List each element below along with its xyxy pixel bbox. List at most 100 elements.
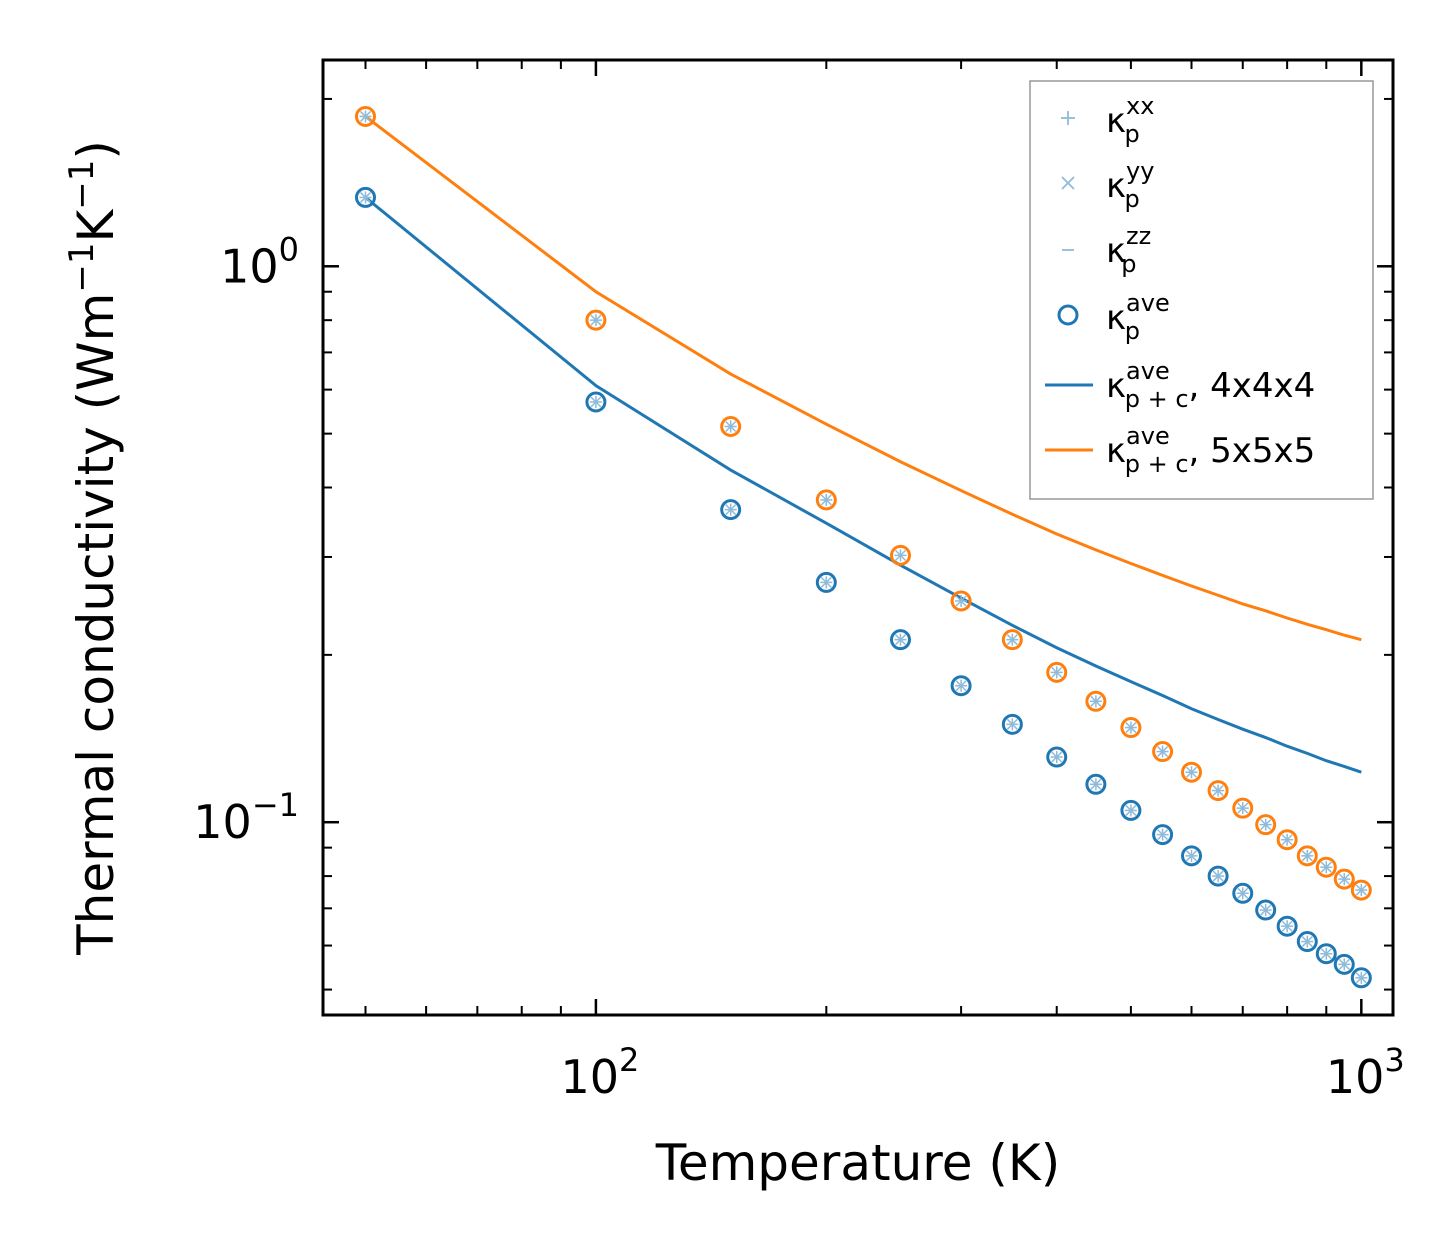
kappa-yy-marker bbox=[1051, 666, 1063, 678]
kappa-yy-marker bbox=[1355, 884, 1367, 896]
kappa-yy-marker bbox=[1185, 850, 1198, 862]
kappa-yy-marker bbox=[894, 549, 907, 561]
data-point bbox=[889, 629, 911, 651]
kappa-yy-marker bbox=[1320, 861, 1332, 873]
kappa-yy-marker bbox=[1185, 766, 1198, 778]
kappa-ave-marker bbox=[815, 571, 837, 593]
kappa-yy-marker bbox=[1260, 819, 1272, 831]
data-point bbox=[1276, 915, 1298, 937]
kappa-yy-marker bbox=[1090, 695, 1102, 707]
kappa-yy-marker bbox=[1157, 746, 1169, 758]
kappa-ave-marker bbox=[889, 544, 911, 566]
legend-label: κyy p bbox=[1106, 157, 1154, 213]
kappa-yy-marker bbox=[1006, 718, 1018, 730]
kappa-yy-marker bbox=[820, 494, 832, 506]
data-point bbox=[1152, 741, 1174, 763]
kappa-ave-marker bbox=[889, 629, 911, 651]
legend-entry: κzz p bbox=[1062, 222, 1151, 278]
kappa-yy-marker bbox=[1301, 850, 1313, 862]
kappa-yy-marker bbox=[1320, 948, 1332, 960]
data-point bbox=[1315, 856, 1337, 878]
data-point bbox=[1333, 868, 1355, 890]
data-point bbox=[354, 186, 376, 208]
kappa-ave-marker bbox=[1181, 845, 1203, 867]
kappa-yy-marker bbox=[725, 420, 737, 433]
kappa-yy-marker bbox=[1157, 829, 1169, 841]
data-point bbox=[1333, 953, 1355, 975]
kappa-ave-marker bbox=[1333, 953, 1355, 975]
legend-label: κave p bbox=[1106, 289, 1170, 345]
major-ticks bbox=[323, 60, 1393, 1015]
legend-label: κxx p bbox=[1106, 92, 1154, 148]
data-point bbox=[1046, 746, 1068, 768]
kappa-ave-marker bbox=[720, 415, 742, 437]
data-point bbox=[815, 571, 837, 593]
kappa-yy-marker bbox=[1260, 904, 1272, 916]
plot-frame bbox=[321, 58, 1395, 1017]
y-tick-label: 10−1 bbox=[193, 786, 299, 849]
kappa-ave-marker bbox=[354, 105, 376, 127]
kappa-yy-marker bbox=[894, 634, 907, 646]
kappa-ave-marker bbox=[1296, 845, 1318, 867]
kappa-ave-marker bbox=[1001, 713, 1023, 735]
x-axis-label: Temperature (K) bbox=[655, 1134, 1060, 1192]
kappa-yy-marker bbox=[1212, 785, 1224, 797]
data-point bbox=[1181, 761, 1203, 783]
kappa-yy-marker bbox=[590, 314, 602, 326]
data-point bbox=[950, 675, 972, 697]
data-point bbox=[1120, 799, 1142, 821]
kappa-yy-marker bbox=[1237, 887, 1249, 899]
data-point bbox=[720, 415, 742, 437]
kappa-ave-marker bbox=[1232, 882, 1254, 904]
data-point bbox=[1181, 845, 1203, 867]
kappa-yy-marker bbox=[1301, 936, 1313, 948]
kappa-ave-marker bbox=[1152, 741, 1174, 763]
kappa-yy-marker bbox=[359, 191, 372, 203]
data-point bbox=[1120, 717, 1142, 739]
kappa-ave-marker bbox=[1120, 799, 1142, 821]
kappa-ave-marker bbox=[1350, 879, 1372, 901]
data-point bbox=[1232, 797, 1254, 819]
legend-entry: κxx p bbox=[1061, 92, 1154, 148]
kappa-ave-marker bbox=[354, 186, 376, 208]
data-point bbox=[950, 590, 972, 612]
data-point bbox=[1085, 690, 1107, 712]
kappa-ave-marker bbox=[1315, 943, 1337, 965]
legend: κxx p κyy p κzz p κave p κave p + c, 4x4x4 κave p +… bbox=[1029, 80, 1374, 500]
kappa-ave-marker bbox=[1046, 746, 1068, 768]
kappa-ave-marker bbox=[1276, 915, 1298, 937]
data-point bbox=[1085, 773, 1107, 795]
data-point bbox=[1315, 943, 1337, 965]
x-tick-label: 102 bbox=[560, 1041, 639, 1104]
legend-entry: κave p + c, 4x4x4 bbox=[1045, 357, 1315, 413]
data-point bbox=[1350, 879, 1372, 901]
kappa-yy-marker bbox=[820, 576, 832, 588]
kappa-ave-marker bbox=[1001, 629, 1023, 651]
kappa-ave-marker bbox=[1046, 661, 1068, 683]
kappa-ave-marker bbox=[815, 489, 837, 511]
kappa-ave-marker bbox=[1207, 780, 1229, 802]
data-point bbox=[1207, 780, 1229, 802]
legend-label: κave p + c, 5x5x5 bbox=[1106, 422, 1315, 478]
series-line-2 bbox=[364, 196, 1362, 774]
y-axis-label: Thermal conductivity (Wm−1K−1) bbox=[62, 140, 125, 956]
kappa-yy-marker bbox=[1338, 958, 1350, 970]
data-point bbox=[354, 105, 376, 127]
kappa-ave-marker bbox=[1350, 967, 1372, 989]
kappa-yy-marker bbox=[1237, 802, 1249, 814]
kappa-ave-marker bbox=[1296, 931, 1318, 953]
kappa-yy-marker bbox=[955, 595, 967, 607]
y-tick-label: 100 bbox=[220, 230, 299, 293]
kappa-yy-marker bbox=[725, 504, 737, 516]
kappa-ave-marker bbox=[585, 391, 607, 413]
data-point bbox=[889, 544, 911, 566]
cross-marker-icon bbox=[1061, 176, 1075, 190]
data-point bbox=[585, 391, 607, 413]
kappa-ave-marker bbox=[1255, 899, 1277, 921]
kappa-ave-marker bbox=[1232, 797, 1254, 819]
kappa-yy-marker bbox=[359, 110, 372, 122]
data-point bbox=[1350, 967, 1372, 989]
kappa-yy-marker bbox=[1006, 634, 1018, 646]
legend-entry: κave p + c, 5x5x5 bbox=[1045, 422, 1315, 478]
